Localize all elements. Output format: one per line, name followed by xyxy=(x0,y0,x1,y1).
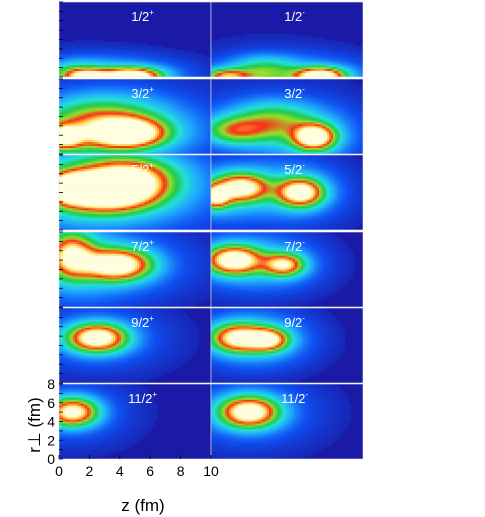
panel-label: 1/2- xyxy=(284,8,305,24)
density-panel xyxy=(59,79,211,154)
density-panel xyxy=(59,384,211,459)
density-panel xyxy=(59,308,211,383)
panel-frame xyxy=(210,383,364,460)
panel-label: 7/2- xyxy=(284,238,305,254)
panel-label: 11/2+ xyxy=(128,390,157,406)
panel-frame xyxy=(210,154,364,231)
panel-label: 3/2+ xyxy=(131,85,154,101)
y-tick-label: 2 xyxy=(47,432,55,448)
y-tick-label: 6 xyxy=(47,395,55,411)
density-panel xyxy=(211,2,363,77)
y-axis-label: r⊥ (fm) xyxy=(25,397,44,452)
y-tick-label: 0 xyxy=(47,451,55,467)
density-panel xyxy=(211,308,363,383)
density-panel xyxy=(211,384,363,459)
panel-label: 5/2- xyxy=(284,161,305,177)
panel-frame xyxy=(210,1,364,78)
panel-frame xyxy=(210,231,364,308)
panel-label: 5/2+ xyxy=(131,161,154,177)
density-panel xyxy=(211,155,363,230)
panel-label: 3/2- xyxy=(284,85,305,101)
panel-frame xyxy=(210,78,364,155)
x-tick-label: 4 xyxy=(116,463,124,479)
x-tick-label: 0 xyxy=(55,463,63,479)
density-panel xyxy=(211,79,363,154)
y-tick-label: 8 xyxy=(47,376,55,392)
y-tick-label: 4 xyxy=(47,414,55,430)
panel-label: 9/2+ xyxy=(131,314,154,330)
panel-label: 1/2+ xyxy=(131,8,154,24)
density-panel xyxy=(59,232,211,307)
x-tick-label: 10 xyxy=(203,463,219,479)
panel-label: 7/2+ xyxy=(131,238,154,254)
density-panel xyxy=(59,155,211,230)
x-tick-label: 2 xyxy=(86,463,94,479)
panel-label: 11/2- xyxy=(281,390,308,406)
density-panel xyxy=(211,232,363,307)
panel-grid: 1/2+ 1/2- 3/2+ 3/2- 5/2+ 5/2- 7/2+ 7/2- 9/2+ 9/2-… xyxy=(58,1,364,460)
density-panel xyxy=(59,2,211,77)
x-tick-label: 6 xyxy=(146,463,154,479)
x-axis-label: z (fm) xyxy=(121,496,164,515)
panel-label: 9/2- xyxy=(284,314,305,330)
x-tick-label: 8 xyxy=(177,463,185,479)
panel-frame xyxy=(210,307,364,384)
